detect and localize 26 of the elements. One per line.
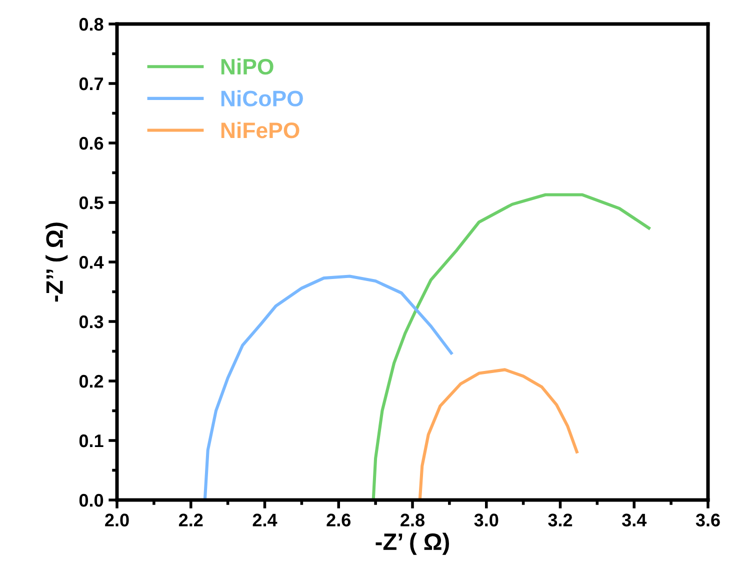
y-axis-title: -Z’’ ( Ω) bbox=[46, 222, 68, 302]
legend-label: NiPO bbox=[221, 58, 274, 75]
legend-label: NiCoPO bbox=[221, 90, 303, 106]
line-series bbox=[418, 368, 578, 500]
y-tick-label: 0.0 bbox=[79, 494, 104, 507]
x-tick-label: 2.8 bbox=[400, 514, 424, 526]
x-tick-label: 2.4 bbox=[252, 514, 278, 526]
y-tick-label: 0.3 bbox=[79, 315, 104, 328]
x-tick-label: 3.0 bbox=[474, 514, 498, 526]
y-tick-label: 0.8 bbox=[79, 18, 104, 31]
y-tick-label: 0.1 bbox=[79, 434, 104, 448]
x-tick-label: 3.6 bbox=[696, 514, 720, 526]
x-tick-label: 2.0 bbox=[105, 514, 129, 526]
x-tick-label: 3.2 bbox=[548, 514, 572, 526]
y-tick-label: 0.6 bbox=[79, 136, 104, 150]
x-axis-title: -Z’ ( Ω) bbox=[376, 532, 449, 555]
y-tick-label: 0.2 bbox=[79, 374, 104, 388]
x-tick-label: 3.4 bbox=[622, 514, 647, 526]
y-tick-label: 0.4 bbox=[79, 256, 104, 269]
y-tick-label: 0.5 bbox=[79, 196, 104, 210]
line-series bbox=[372, 193, 650, 500]
legend-label: NiFePO bbox=[221, 122, 300, 138]
line-series bbox=[203, 274, 453, 500]
y-tick-label: 0.7 bbox=[79, 77, 104, 90]
x-tick-label: 2.6 bbox=[326, 514, 351, 526]
x-tick-label: 2.2 bbox=[178, 514, 203, 526]
